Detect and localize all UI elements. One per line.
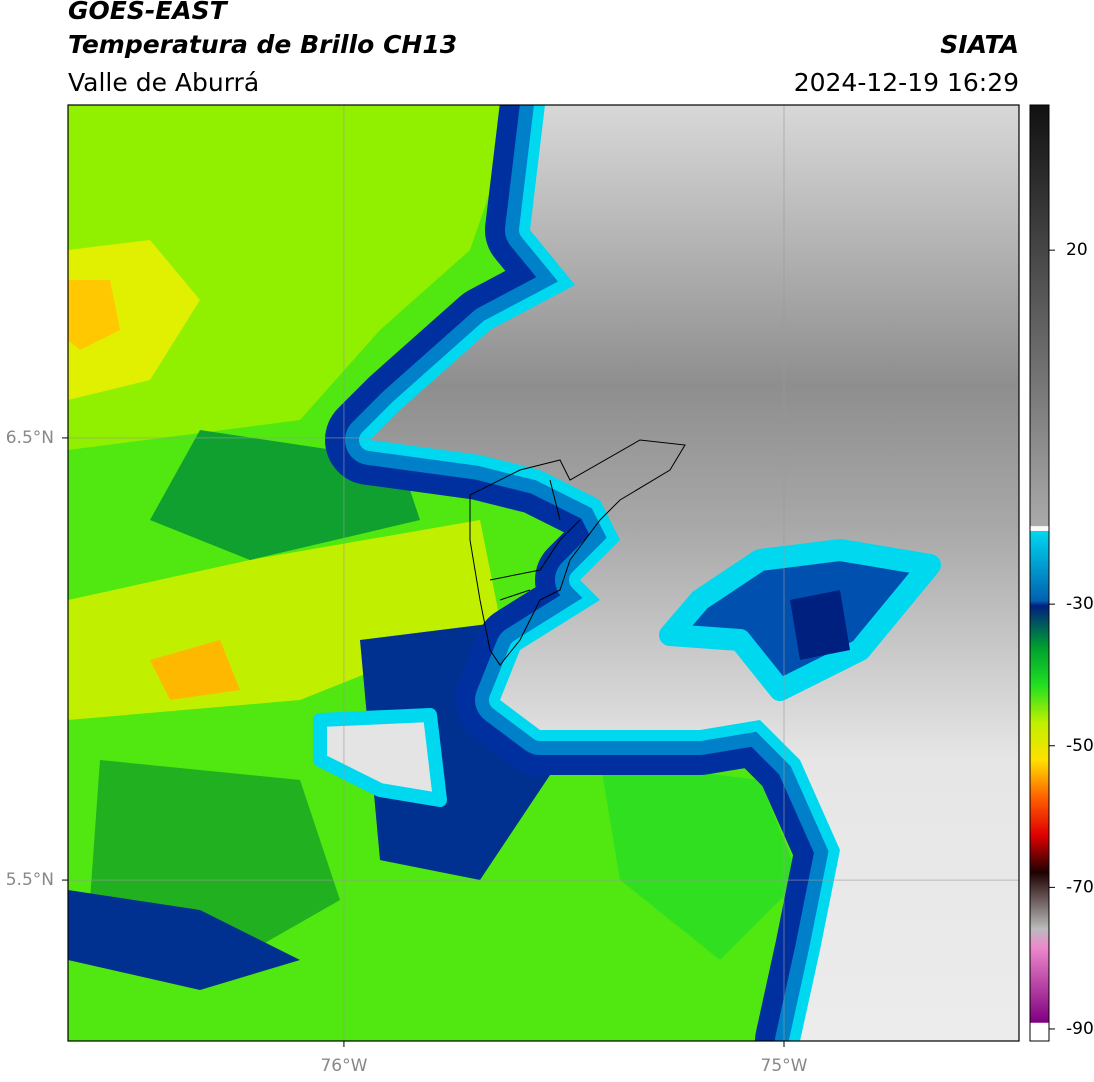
lat-tick-label: 5.5°N <box>6 870 54 890</box>
colorbar-tick-label: -50 <box>1066 736 1094 756</box>
region: Valle de Aburrá <box>68 68 259 97</box>
map-grid <box>68 105 1019 1041</box>
subtitle: Temperatura de Brillo CH13 <box>68 30 457 59</box>
source: SIATA <box>940 30 1019 59</box>
colorbar-tick-label: -30 <box>1066 594 1094 614</box>
satellite-image <box>68 105 1019 1041</box>
lon-tick-label: 76°W <box>320 1056 367 1076</box>
colorbar <box>1029 104 1050 1042</box>
map-frame <box>67 104 1020 1042</box>
header: GOES-EAST Temperatura de Brillo CH13 Val… <box>68 0 1019 97</box>
colorbar-tick-label: -90 <box>1066 1019 1094 1039</box>
title: GOES-EAST <box>68 0 229 25</box>
colorbar-tick-label: 20 <box>1066 240 1088 260</box>
lat-tick-label: 6.5°N <box>6 428 54 448</box>
colorbar-tick-label: -70 <box>1066 877 1094 897</box>
lon-tick-label: 75°W <box>761 1056 808 1076</box>
datetime: 2024-12-19 16:29 <box>794 68 1019 97</box>
